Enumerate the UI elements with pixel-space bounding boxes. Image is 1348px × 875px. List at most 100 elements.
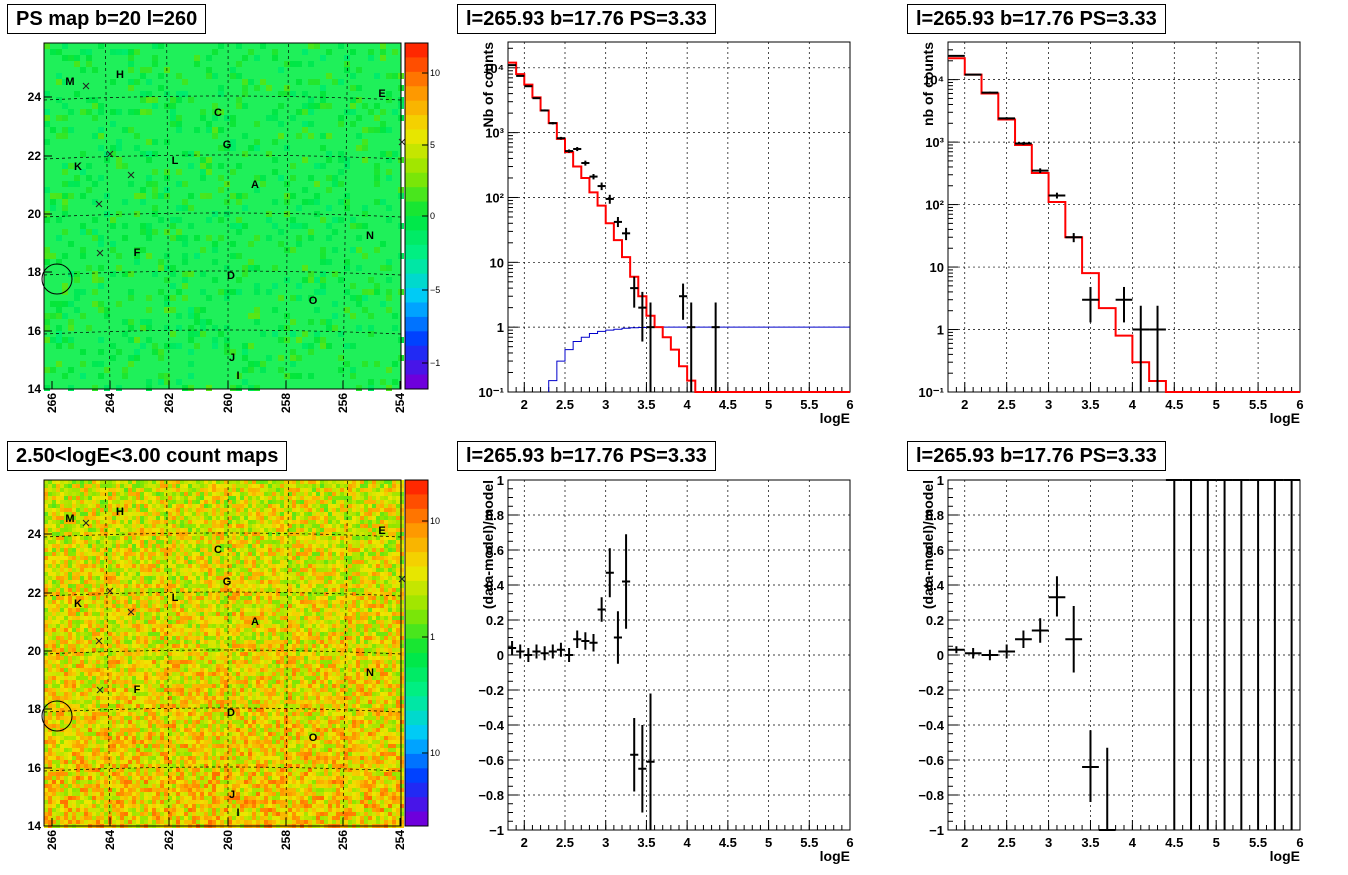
map-y-tick-label: 14 (28, 382, 42, 396)
data-point (1098, 747, 1116, 831)
source-cross-marker (127, 608, 135, 616)
map-x-tick-label: 266 (45, 830, 59, 850)
y-tick-label: 10² (925, 198, 944, 213)
y-tick-label: 10 (930, 260, 944, 275)
data-point (1015, 142, 1032, 145)
data-point (589, 634, 598, 652)
y-tick-label: −1 (489, 823, 504, 838)
source-cross-marker (96, 249, 104, 257)
data-point (1065, 233, 1083, 243)
data-point (964, 73, 982, 76)
source-cross-marker (106, 150, 114, 158)
x-tick-label: 6 (846, 835, 853, 850)
source-label: L (172, 155, 179, 167)
y-tick-label: 0.2 (926, 613, 944, 628)
map-y-tick-label: 16 (28, 761, 42, 775)
y-tick-label: 0 (497, 648, 504, 663)
data-point (1031, 618, 1049, 643)
data-point (548, 121, 557, 125)
data-point (1283, 479, 1300, 830)
source-label: O (309, 295, 318, 307)
colorbar-tick-label: −10 (430, 358, 440, 368)
y-tick-label: 1 (937, 323, 944, 338)
map-y-tick-label: 20 (28, 207, 42, 221)
count-map-plot: 14 16 18 20 22 24 266 264 262 260 258 256 254 M H E C G K L… (28, 479, 440, 850)
map-y-tick-label: 24 (28, 527, 42, 541)
map-panel-counts: 14 16 18 20 22 24 266 264 262 260 258 256 254 M H E C G K L… (0, 437, 440, 875)
data-point (630, 276, 639, 308)
plot-frame (507, 41, 851, 393)
data-point (630, 718, 639, 792)
source-cross-marker (127, 171, 135, 179)
source-label: J (229, 789, 235, 801)
x-tick-label: 5 (1213, 835, 1220, 850)
map-x-tick-label: 260 (221, 393, 235, 413)
x-tick-label: 2.5 (998, 835, 1016, 850)
map-y-tick-label: 18 (28, 702, 42, 716)
source-label: E (378, 88, 385, 100)
longitude-line (105, 42, 111, 390)
data-point (1165, 479, 1183, 830)
source-label: N (366, 230, 374, 242)
source-cross-marker (95, 200, 103, 208)
data-point (1266, 479, 1284, 830)
data-point (981, 649, 999, 661)
y-tick-label: −0.8 (478, 788, 504, 803)
x-tick-label: 4 (1129, 397, 1137, 412)
map-x-tick-label: 264 (103, 830, 117, 850)
data-point (573, 630, 582, 648)
colorbar-tick-label: 1 (430, 632, 435, 642)
source-label: I (236, 807, 239, 819)
source-label: F (134, 684, 141, 696)
data-point (679, 283, 688, 320)
data-point (581, 632, 590, 650)
y-tick-label: 0.6 (486, 543, 504, 558)
source-cross-marker (82, 82, 90, 90)
map-pixels (44, 480, 404, 828)
source-label: O (309, 732, 318, 744)
colorbar-tick-label: −5 (430, 285, 440, 295)
y-tick-label: −0.4 (918, 718, 944, 733)
map-x-tick-label: 264 (103, 393, 117, 413)
y-tick-label: −0.2 (478, 683, 504, 698)
point-source-circle (41, 700, 73, 732)
x-tick-label: 3 (1045, 397, 1052, 412)
y-axis-label: Nb of counts (480, 42, 496, 128)
data-point (605, 194, 614, 204)
data-point (613, 217, 622, 228)
source-label: H (116, 506, 124, 518)
x-tick-label: 3 (1045, 835, 1052, 850)
data-point (964, 648, 982, 659)
source-cross-marker (106, 587, 114, 595)
residual-title-2: l=265.93 b=17.76 PS=3.33 (907, 441, 1166, 471)
x-tick-label: 4 (684, 397, 692, 412)
y-tick-label: 10⁻¹ (918, 385, 944, 400)
source-label: H (116, 69, 124, 81)
spectrum-panel-2: 2 2.5 3 3.5 4 4.5 5 5.5 6 logE 10⁻¹ 1 10 10² 10³ 10⁴ nb … (900, 0, 1330, 430)
source-label: M (65, 513, 74, 525)
map-x-tick-label: 254 (393, 393, 407, 413)
longitude-line (285, 42, 289, 390)
data-point (548, 644, 557, 659)
data-point (1149, 305, 1166, 392)
data-point (573, 147, 582, 152)
map-x-tick-label: 256 (336, 830, 350, 850)
data-point (581, 160, 590, 166)
data-point (1115, 286, 1133, 323)
data-point (516, 74, 525, 77)
source-label: F (134, 247, 141, 259)
x-tick-label: 5.5 (800, 835, 818, 850)
source-label: K (74, 161, 82, 173)
data-point (1216, 479, 1233, 830)
data-point (948, 54, 965, 57)
y-tick-label: −0.8 (918, 788, 944, 803)
x-tick-label: 5.5 (1249, 835, 1267, 850)
data-point (605, 548, 614, 598)
data-point (646, 302, 655, 392)
data-point (508, 64, 517, 67)
y-tick-label: 10³ (485, 126, 504, 141)
source-label: A (251, 616, 259, 628)
data-point (981, 91, 999, 94)
